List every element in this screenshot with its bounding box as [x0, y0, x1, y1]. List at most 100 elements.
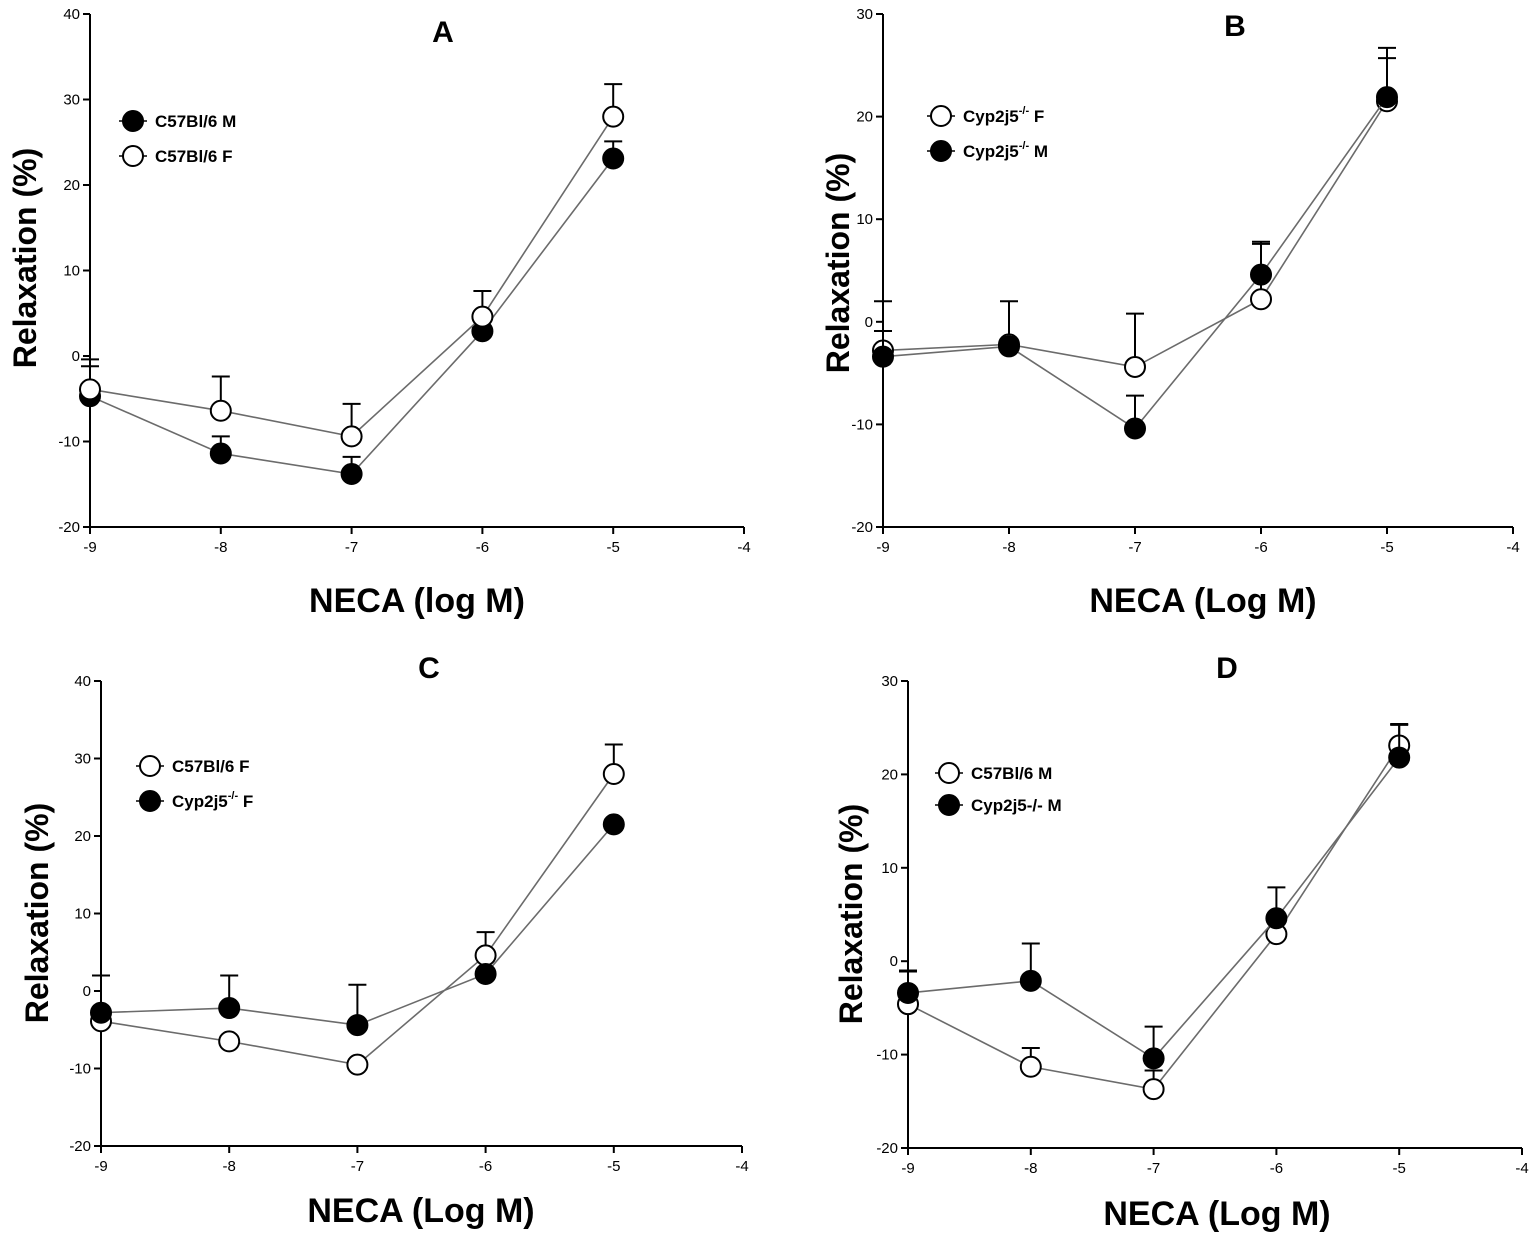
legend-marker	[139, 790, 161, 812]
y-tick-label: 20	[856, 109, 873, 126]
x-tick-label: -5	[607, 1158, 620, 1175]
x-tick-label: -7	[345, 539, 358, 556]
x-tick-label: -9	[83, 539, 96, 556]
y-tick-label: 0	[890, 953, 898, 970]
y-tick-label: 10	[63, 263, 80, 280]
x-tick-label: -7	[1147, 1160, 1160, 1177]
legend-label: Cyp2j5-/- M	[971, 796, 1062, 815]
data-point	[1265, 907, 1288, 930]
data-point	[471, 305, 494, 328]
chart-title: C	[418, 652, 440, 685]
data-point	[1124, 417, 1146, 440]
data-point	[209, 442, 232, 465]
chart-title: B	[1224, 10, 1246, 43]
x-tick-label: -9	[901, 1160, 914, 1177]
x-tick-label: -4	[1515, 1160, 1528, 1177]
x-axis-label: NECA (Log M)	[1089, 582, 1316, 620]
y-tick-label: 40	[63, 6, 80, 23]
data-point	[1388, 746, 1411, 769]
data-point	[1142, 1078, 1165, 1101]
data-point	[1142, 1047, 1165, 1070]
x-tick-label: -7	[1128, 539, 1141, 556]
x-axis-label: NECA (Log M)	[307, 1192, 534, 1230]
x-tick-label: -8	[1024, 1160, 1037, 1177]
y-tick-label: -20	[58, 519, 80, 536]
x-tick-label: -6	[479, 1158, 492, 1175]
y-tick-label: -10	[69, 1061, 91, 1078]
legend-label: Cyp2j5-/- F	[963, 105, 1044, 126]
chart-panel-d: D -20 -10 0 10 20 30 -9 -8 -7 -6 -5 -4 Relaxation (%)…	[833, 652, 1529, 1233]
y-tick-label: -10	[58, 434, 80, 451]
data-point	[346, 1014, 369, 1037]
data-point	[340, 425, 363, 448]
x-tick-label: -4	[737, 539, 750, 556]
y-tick-label: 30	[63, 92, 80, 109]
x-tick-label: -8	[223, 1158, 236, 1175]
x-tick-label: -9	[94, 1158, 107, 1175]
x-tick-label: -8	[1002, 539, 1015, 556]
data-point	[1019, 1055, 1042, 1078]
y-tick-label: 30	[881, 673, 898, 690]
data-point	[1019, 969, 1042, 992]
y-tick-label: 30	[856, 6, 873, 23]
legend: C57Bl/6 M C57Bl/6 F	[119, 110, 236, 167]
y-tick-label: 20	[63, 177, 80, 194]
data-point	[218, 997, 241, 1020]
series-open-1	[79, 83, 625, 448]
legend-label: Cyp2j5-/- F	[172, 790, 253, 811]
data-point	[897, 981, 919, 1004]
data-point	[602, 147, 625, 170]
y-tick-label: 20	[881, 766, 898, 783]
data-point	[346, 1053, 369, 1076]
chart-title: A	[432, 16, 454, 49]
data-point	[872, 345, 894, 368]
x-tick-label: -9	[876, 539, 889, 556]
series-open-0	[872, 46, 1398, 378]
y-tick-label: -10	[876, 1047, 898, 1064]
legend: Cyp2j5-/- F Cyp2j5-/- M	[927, 105, 1048, 162]
x-tick-label: -6	[1270, 1160, 1283, 1177]
data-point	[602, 105, 625, 128]
legend-label: C57Bl/6 M	[155, 112, 236, 131]
data-point	[218, 1030, 241, 1053]
y-tick-label: 0	[72, 348, 80, 365]
data-point	[998, 335, 1020, 358]
x-tick-label: -5	[1393, 1160, 1406, 1177]
series-line	[882, 96, 1388, 430]
y-axis-label: Relaxation (%)	[820, 153, 856, 373]
legend-label: C57Bl/6 F	[172, 757, 249, 776]
y-axis-label: Relaxation (%)	[19, 803, 55, 1023]
legend-label: C57Bl/6 F	[155, 147, 232, 166]
x-tick-label: -8	[214, 539, 227, 556]
data-point	[602, 813, 625, 836]
legend-marker	[122, 110, 144, 132]
legend-marker	[930, 140, 952, 162]
x-tick-label: -4	[735, 1158, 748, 1175]
y-axis-label: Relaxation (%)	[833, 804, 869, 1024]
legend: C57Bl/6 F Cyp2j5-/- F	[136, 755, 253, 812]
legend-marker	[930, 105, 952, 127]
y-tick-label: 10	[881, 860, 898, 877]
y-tick-label: -20	[876, 1140, 898, 1157]
legend-marker	[139, 755, 161, 777]
x-tick-label: -7	[351, 1158, 364, 1175]
series-filled-1	[90, 813, 625, 1037]
chart-panel-a: A -20 -10 0 10 20 30 40 -9 -8 -7 -6 -5 -4 Relaxation (…	[7, 6, 751, 620]
x-tick-label: -5	[1380, 539, 1393, 556]
data-point	[1376, 86, 1398, 109]
y-tick-label: 30	[74, 751, 91, 768]
y-tick-label: 0	[865, 314, 873, 331]
y-tick-label: 40	[74, 673, 91, 690]
data-point	[340, 462, 363, 485]
data-point	[602, 763, 625, 785]
y-tick-label: -10	[851, 416, 873, 433]
series-filled-1	[872, 57, 1398, 440]
chart-panel-b: B -20 -10 0 10 20 30 -9 -8 -7 -6 -5 -4 Relaxation (%)…	[820, 6, 1520, 620]
data-point	[474, 962, 497, 985]
data-point	[209, 399, 232, 422]
legend-marker	[938, 762, 960, 784]
chart-title: D	[1216, 652, 1238, 685]
chart-panel-c: C -20 -10 0 10 20 30 40 -9 -8 -7 -6 -5 -4 Relaxation (…	[19, 652, 749, 1230]
y-tick-label: 20	[74, 828, 91, 845]
